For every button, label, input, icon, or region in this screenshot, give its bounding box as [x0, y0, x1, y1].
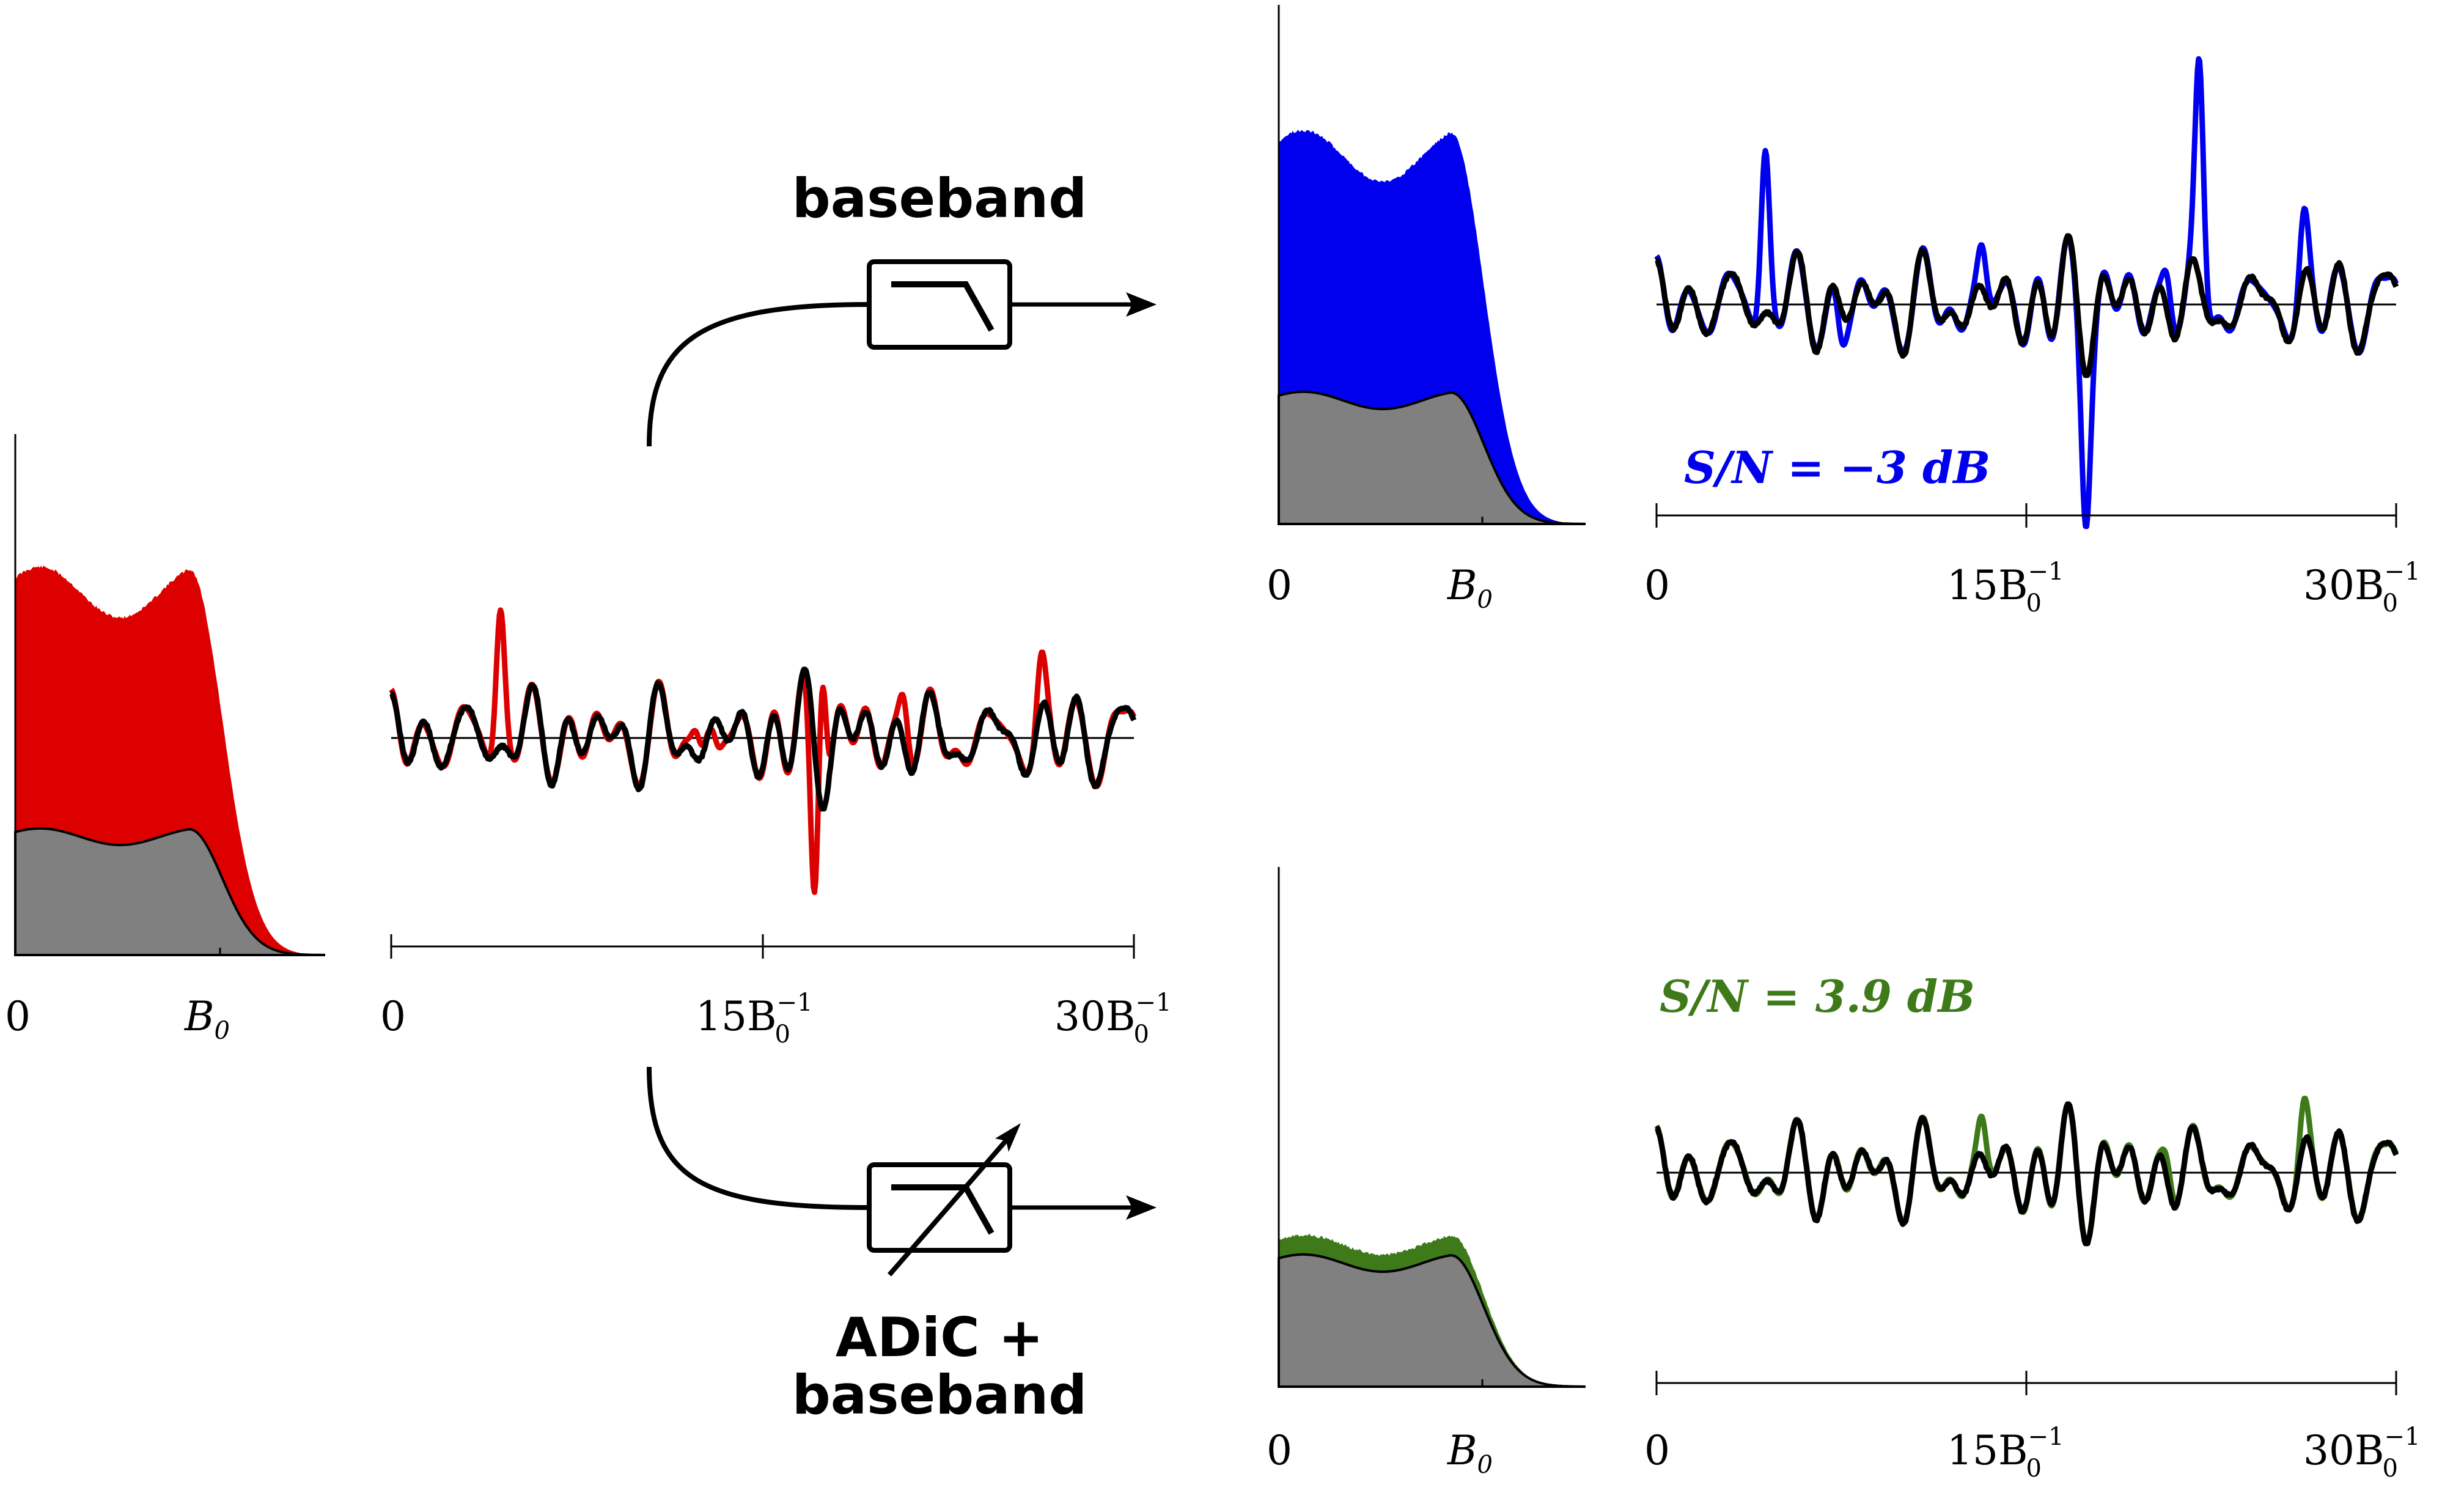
- lowpass-filter-response-icon: [891, 281, 995, 332]
- adic-snr-label: S/N = 3.9 dB: [1660, 970, 1975, 1022]
- adic-arrowhead-icon: [1126, 1195, 1157, 1220]
- input-time-tick-end: 30B−1 0: [1054, 989, 1171, 1049]
- baseband-spectrum-panel: 0 B0: [1267, 5, 1586, 614]
- adic-noise-floor: [1278, 1253, 1586, 1388]
- adic-signal-trace: [1654, 1096, 2399, 1246]
- baseband-time-panel: S/N = −3 dB 0 15B−1 0 30B−1 0: [1644, 56, 2420, 618]
- baseband-branch-curve: [647, 302, 869, 447]
- adic-time-tick-end: 30B−1 0: [2303, 1423, 2420, 1483]
- adic-spectrum-tick-b0-label: B0: [1447, 1427, 1493, 1479]
- input-spectrum-tick-zero: 0: [5, 993, 31, 1040]
- baseband-spectrum-tick-zero: 0: [1267, 562, 1292, 609]
- adic-time-tick-zero: 0: [1644, 1427, 1670, 1474]
- input-noise-floor: [14, 827, 325, 956]
- adaptive-filter-icon: [867, 1162, 1012, 1253]
- adic-spectrum-tick-zero: 0: [1267, 1427, 1292, 1474]
- adic-time-tick-mid: 15B−1 0: [1947, 1423, 2064, 1483]
- lowpass-filter-icon: [867, 259, 1012, 350]
- adic-path: ADiC + baseband: [647, 1066, 1157, 1426]
- baseband-path: baseband: [647, 167, 1157, 447]
- baseband-time-tick-end: 30B−1 0: [2303, 558, 2420, 618]
- input-time-tick-zero: 0: [380, 993, 406, 1040]
- input-time-panel: 0 15B−1 0 30B−1 0: [380, 607, 1171, 1049]
- input-signal-trace: [389, 607, 1137, 895]
- input-spectrum-tick-b0-label: B0: [184, 993, 230, 1045]
- adic-label-line2: baseband: [792, 1363, 1087, 1426]
- input-reference-trace: [389, 666, 1137, 812]
- baseband-snr-label: S/N = −3 dB: [1684, 441, 1990, 493]
- adaptive-tuning-arrowhead-icon: [995, 1123, 1021, 1152]
- baseband-reference-trace: [1655, 233, 2399, 378]
- adic-reference-trace: [1655, 1101, 2399, 1247]
- adaptive-tuning-arrow-icon: [887, 1132, 1014, 1277]
- baseband-arrowhead-icon: [1126, 292, 1157, 317]
- adic-branch-curve: [647, 1066, 869, 1210]
- baseband-time-tick-mid: 15B−1 0: [1947, 558, 2064, 618]
- baseband-time-tick-zero: 0: [1644, 562, 1670, 609]
- input-spectrum-panel: 0 B0: [5, 434, 325, 1045]
- adic-label-line1: ADiC +: [836, 1306, 1043, 1369]
- baseband-noise-floor: [1278, 390, 1586, 525]
- adic-spectrum-panel: 0 B0: [1267, 867, 1586, 1479]
- baseband-label: baseband: [792, 167, 1087, 230]
- adic-time-panel: S/N = 3.9 dB 0 15B−1 0 30B−1 0: [1644, 970, 2420, 1483]
- baseband-spectrum-tick-b0-label: B0: [1447, 562, 1493, 614]
- input-time-tick-mid: 15B−1 0: [696, 989, 812, 1049]
